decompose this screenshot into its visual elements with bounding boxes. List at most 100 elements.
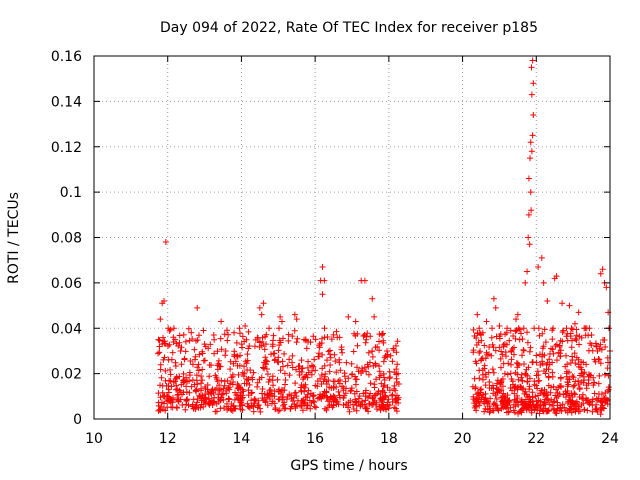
- roti-point: [528, 91, 535, 98]
- roti-point: [581, 369, 588, 376]
- roti-point: [586, 325, 593, 332]
- roti-point: [545, 407, 552, 414]
- roti-point: [529, 389, 536, 396]
- roti-point: [249, 376, 256, 383]
- roti-point: [328, 336, 335, 343]
- roti-point: [481, 342, 488, 349]
- roti-point: [487, 408, 494, 415]
- roti-point: [476, 392, 483, 399]
- roti-point: [229, 373, 236, 380]
- roti-point: [239, 395, 246, 402]
- roti-point: [213, 374, 220, 381]
- roti-point: [165, 389, 172, 396]
- roti-point: [553, 386, 560, 393]
- roti-point: [588, 342, 595, 349]
- roti-point: [155, 390, 162, 397]
- roti-point: [543, 392, 550, 399]
- roti-point: [222, 347, 229, 354]
- roti-point: [358, 398, 365, 405]
- roti-point: [330, 331, 337, 338]
- roti-point: [527, 344, 534, 351]
- roti-point: [595, 355, 602, 362]
- roti-point: [485, 399, 492, 406]
- roti-point: [379, 399, 386, 406]
- roti-point: [294, 335, 301, 342]
- roti-point: [326, 402, 333, 409]
- roti-point: [156, 337, 163, 344]
- roti-point: [535, 397, 542, 404]
- roti-point: [500, 360, 507, 367]
- roti-point: [513, 359, 520, 366]
- roti-point: [176, 373, 183, 380]
- roti-point: [230, 378, 237, 385]
- x-tick-label: 20: [454, 431, 472, 447]
- roti-point: [560, 327, 567, 334]
- roti-point: [471, 375, 478, 382]
- roti-point: [194, 364, 201, 371]
- roti-point: [174, 386, 181, 393]
- roti-point: [265, 379, 272, 386]
- roti-point: [478, 386, 485, 393]
- roti-point: [576, 386, 583, 393]
- roti-point: [256, 339, 263, 346]
- roti-point: [199, 377, 206, 384]
- roti-point: [267, 351, 274, 358]
- roti-point: [575, 356, 582, 363]
- roti-point: [231, 329, 238, 336]
- roti-point: [601, 395, 608, 402]
- roti-point: [362, 405, 369, 412]
- roti-point: [311, 403, 318, 410]
- x-tick-label: 18: [380, 431, 398, 447]
- roti-point: [168, 356, 175, 363]
- roti-point: [352, 381, 359, 388]
- roti-point: [512, 369, 519, 376]
- roti-point: [193, 372, 200, 379]
- roti-point: [310, 333, 317, 340]
- roti-point: [527, 139, 534, 146]
- roti-point: [261, 346, 268, 353]
- roti-point: [568, 325, 575, 332]
- roti-point: [581, 325, 588, 332]
- roti-point: [488, 334, 495, 341]
- roti-point: [380, 337, 387, 344]
- roti-point: [509, 387, 516, 394]
- roti-point: [302, 384, 309, 391]
- roti-point: [163, 382, 170, 389]
- roti-point: [490, 295, 497, 302]
- roti-point: [480, 391, 487, 398]
- roti-point: [207, 341, 214, 348]
- roti-point: [497, 331, 504, 338]
- roti-point: [520, 361, 527, 368]
- roti-point: [216, 387, 223, 394]
- roti-point: [271, 357, 278, 364]
- roti-point: [522, 388, 529, 395]
- roti-point: [538, 254, 545, 261]
- roti-point: [600, 336, 607, 343]
- roti-point: [157, 316, 164, 323]
- roti-point: [291, 390, 298, 397]
- roti-point: [277, 367, 284, 374]
- roti-point: [536, 402, 543, 409]
- roti-point: [586, 401, 593, 408]
- roti-point: [603, 284, 610, 291]
- roti-point: [563, 325, 570, 332]
- roti-point: [200, 327, 207, 334]
- roti-point: [302, 373, 309, 380]
- roti-point: [210, 332, 217, 339]
- roti-point: [359, 367, 366, 374]
- roti-point: [242, 322, 249, 329]
- roti-point: [256, 405, 263, 412]
- roti-point: [241, 363, 248, 370]
- roti-point: [566, 302, 573, 309]
- roti-point: [558, 383, 565, 390]
- roti-point: [266, 376, 273, 383]
- roti-point: [248, 390, 255, 397]
- roti-point: [482, 371, 489, 378]
- roti-point: [350, 348, 357, 355]
- roti-point: [162, 239, 169, 246]
- roti-point: [236, 402, 243, 409]
- roti-point: [567, 405, 574, 412]
- roti-point: [305, 387, 312, 394]
- roti-point: [579, 391, 586, 398]
- roti-point: [528, 64, 535, 71]
